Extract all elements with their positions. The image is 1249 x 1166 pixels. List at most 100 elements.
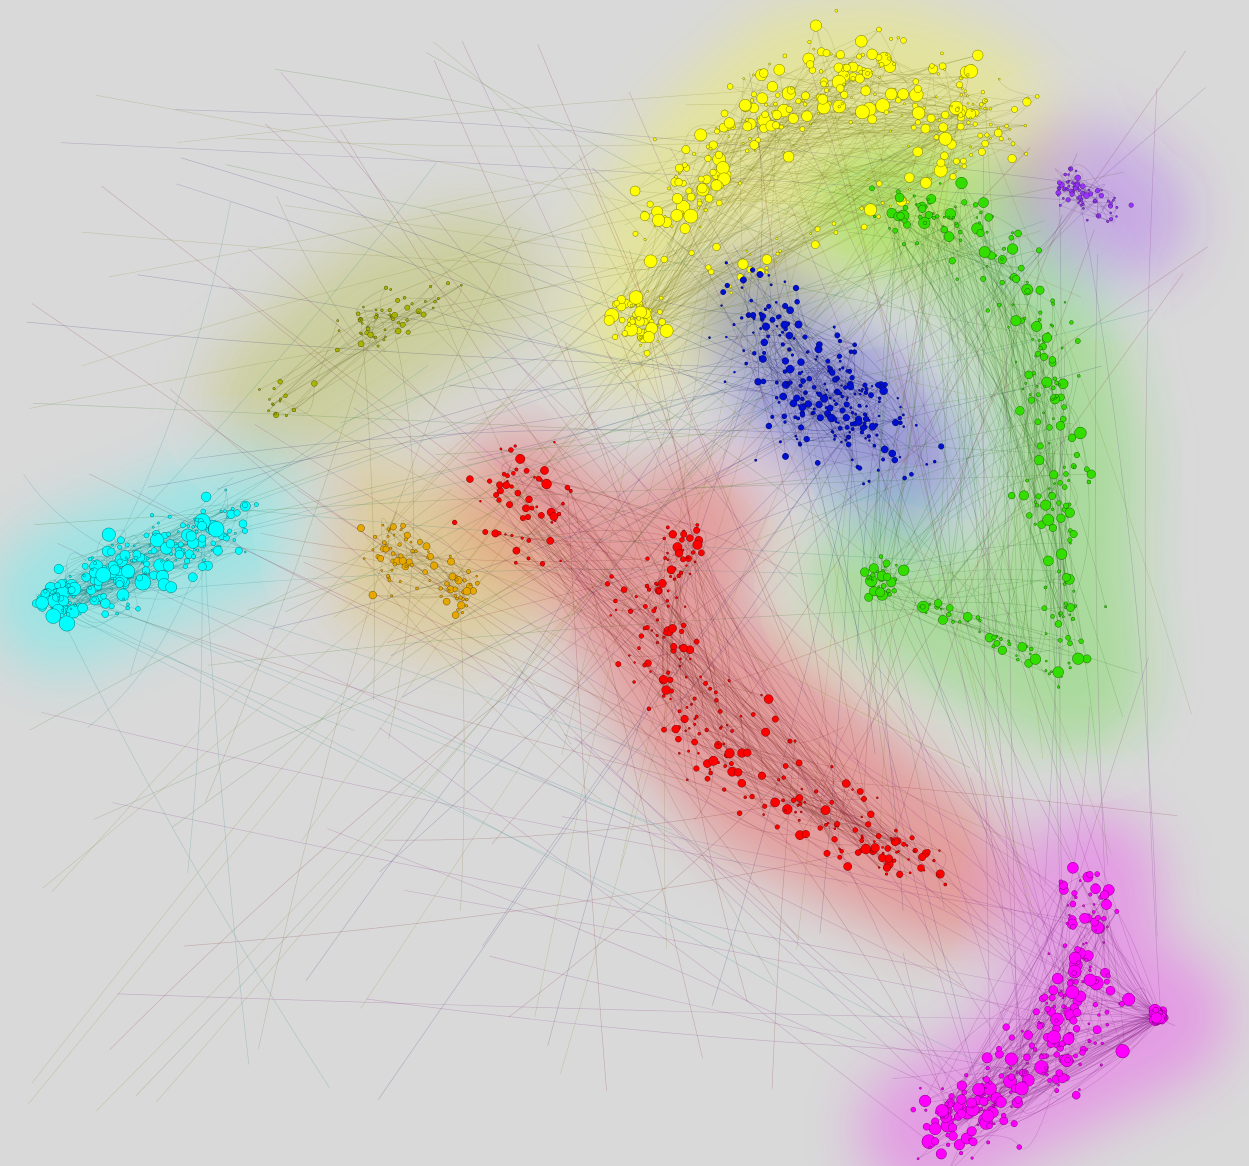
node [883,109,889,115]
node [465,597,469,602]
edge [1050,375,1079,688]
node [1068,666,1072,670]
node [991,644,996,649]
node [785,383,789,387]
node [938,132,953,146]
edge [888,427,1050,584]
node [668,530,677,539]
node [716,742,720,746]
edge [659,66,973,313]
edge [666,107,825,331]
node [1053,482,1056,485]
node [865,71,870,76]
node [1095,214,1099,218]
node [661,726,667,733]
node [979,102,984,107]
node [693,638,700,645]
node [873,840,876,843]
node [1049,670,1053,674]
node [1072,652,1085,665]
node [520,536,524,540]
node [628,290,644,305]
node [861,67,866,72]
node [840,394,845,399]
node [1063,301,1067,304]
edge [31,303,778,828]
edge [920,606,1061,641]
node [766,303,772,309]
node [880,201,885,205]
edge [62,162,437,596]
node [460,611,464,615]
node [944,1101,949,1106]
edge [691,432,1081,489]
edge [936,488,1050,608]
edge [51,138,751,892]
node [655,588,662,594]
node [994,128,1003,138]
edge [549,540,649,664]
node [101,527,116,542]
node [991,634,997,641]
node [828,369,836,376]
node [727,679,731,683]
node [1068,167,1072,170]
node [811,385,817,390]
edge [918,205,1040,341]
edge [1072,897,1105,920]
edge [45,605,356,731]
node [1057,637,1063,643]
node [1014,1096,1022,1104]
edge [873,590,1034,663]
edge [389,579,848,887]
edge [726,336,859,468]
node [119,549,131,561]
node [853,392,857,396]
node [679,643,688,653]
node [794,320,803,329]
node [169,551,174,556]
node [922,106,927,110]
edge [1011,340,1040,496]
edge [247,248,1161,1020]
node [756,116,760,120]
node [749,298,754,303]
node [182,564,188,570]
node [845,398,849,401]
node [798,403,807,412]
node [1061,197,1065,200]
node [760,378,767,385]
edge [793,800,862,842]
edge [922,208,1025,496]
node [1023,1030,1034,1040]
edge [1045,587,1060,688]
node [1002,1023,1010,1031]
edge [883,585,1002,640]
node [1087,188,1091,192]
edge [1071,184,1112,204]
node [1046,1030,1061,1045]
node [1061,996,1065,1000]
node [745,148,750,153]
node [932,858,936,863]
node [730,729,734,733]
edge [716,115,903,248]
node [1010,1105,1013,1109]
node [734,768,743,777]
edge [202,389,724,539]
node [704,775,711,782]
edge [519,458,801,805]
edge [787,182,962,381]
edge [948,258,1003,615]
node [953,157,960,165]
node [513,560,518,565]
node [724,748,735,759]
node [1064,507,1075,518]
node [389,288,393,291]
node [501,471,507,477]
node [1056,500,1062,506]
node [671,193,683,205]
node [943,67,947,71]
node [335,347,340,353]
